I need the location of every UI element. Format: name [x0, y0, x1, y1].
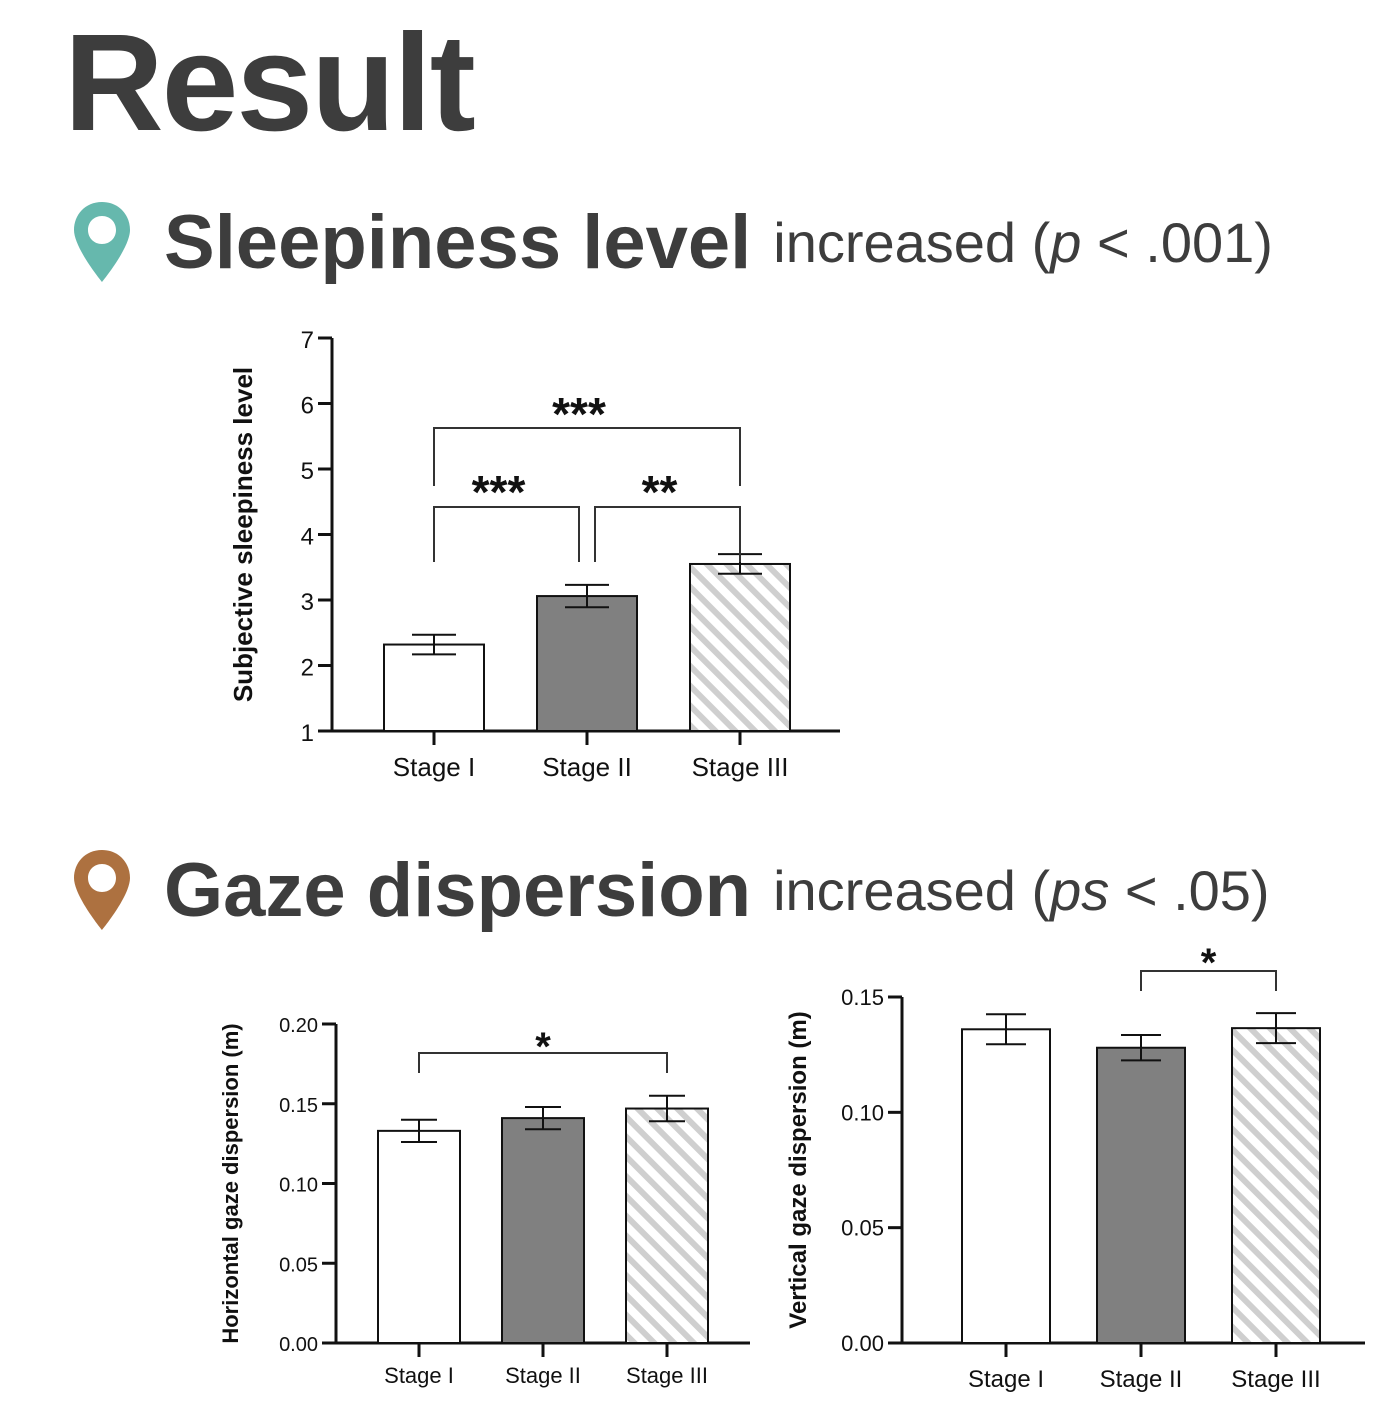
bar: [377, 1129, 461, 1344]
bar: [625, 1107, 709, 1345]
x-tick-label: Stage I: [393, 752, 475, 782]
significance-label: **: [642, 466, 678, 518]
y-tick-label: 7: [301, 327, 314, 354]
bar: [501, 1117, 585, 1344]
y-tick-label: 2: [301, 655, 314, 682]
bar: [383, 643, 485, 732]
x-tick-label: Stage II: [542, 752, 632, 782]
section-title: Sleepiness level: [164, 199, 752, 285]
map-pin-icon: [74, 202, 130, 282]
significance-label: ***: [472, 466, 526, 518]
chart-1: 0.00 0.05 0.10 0.15 0.20 Horizontal gaze disp…: [218, 1015, 750, 1388]
y-tick-label: 0.15: [841, 985, 884, 1010]
y-tick-label: 0.00: [279, 1334, 318, 1356]
significance-label: ***: [552, 388, 606, 440]
section-title: Gaze dispersion: [164, 847, 752, 933]
y-axis-label: Subjective sleepiness level: [228, 367, 258, 702]
bar: [689, 562, 791, 732]
significance-bracket: [433, 427, 741, 486]
significance-bracket: [433, 506, 580, 562]
y-tick-label: 0.10: [279, 1175, 318, 1197]
section-heading-gaze: Gaze dispersion increased (ps < .05): [70, 846, 1270, 934]
y-axis-label: Horizontal gaze dispersion (m): [218, 1023, 243, 1343]
x-tick-label: Stage III: [626, 1363, 708, 1388]
y-tick-label: 3: [301, 589, 314, 616]
y-tick-label: 0.05: [279, 1254, 318, 1276]
section-result: increased (ps < .05): [773, 858, 1270, 922]
x-tick-label: Stage I: [968, 1366, 1044, 1393]
significance-bracket: [594, 506, 741, 562]
page-title: Result: [64, 6, 476, 160]
x-tick-label: Stage III: [1231, 1366, 1320, 1393]
chart-0: 1 2 3 4 5 6 7 Subjective sleepiness level Stage …: [228, 327, 840, 782]
bar: [1231, 1027, 1321, 1344]
y-tick-label: 6: [301, 393, 314, 420]
y-tick-label: 4: [301, 524, 314, 551]
x-tick-label: Stage II: [505, 1363, 581, 1388]
y-tick-label: 5: [301, 458, 314, 485]
map-pin-icon: [74, 850, 130, 930]
y-axis-label: Vertical gaze dispersion (m): [785, 1011, 812, 1328]
significance-label: *: [535, 1025, 551, 1069]
x-tick-label: Stage II: [1100, 1366, 1183, 1393]
y-tick-label: 0.10: [841, 1100, 884, 1125]
bar: [961, 1028, 1051, 1344]
chart-2: 0.00 0.05 0.10 0.15 Vertical gaze dispersion…: [785, 941, 1365, 1393]
y-tick-label: 1: [301, 720, 314, 747]
x-tick-label: Stage I: [384, 1363, 454, 1388]
y-tick-label: 0.00: [841, 1331, 884, 1356]
y-tick-label: 0.15: [279, 1095, 318, 1117]
significance-bracket: [1140, 970, 1277, 991]
section-result: increased (p < .001): [773, 210, 1273, 274]
section-heading-sleepiness: Sleepiness level increased (p < .001): [70, 198, 1273, 286]
y-tick-label: 0.05: [841, 1216, 884, 1241]
x-tick-label: Stage III: [692, 752, 789, 782]
bar: [1096, 1046, 1186, 1345]
significance-bracket: [418, 1052, 668, 1073]
significance-label: *: [1201, 941, 1217, 985]
bar: [536, 595, 638, 732]
y-tick-label: 0.20: [279, 1015, 318, 1037]
